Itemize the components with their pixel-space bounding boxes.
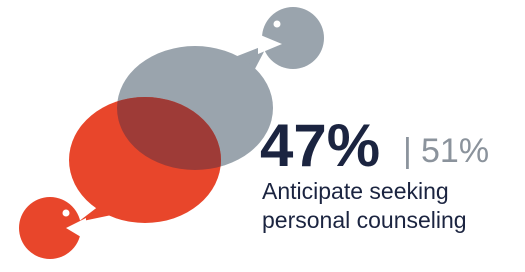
primary-stat: 47%: [260, 112, 380, 179]
separator: |: [403, 132, 412, 170]
secondary-stat: 51%: [421, 132, 489, 170]
caption-line: personal counseling: [262, 207, 467, 233]
red-eye: [63, 210, 70, 217]
caption-line: Anticipate seeking: [262, 178, 449, 204]
red-speaker: [19, 97, 221, 259]
gray-eye: [274, 21, 281, 28]
gray-head: [262, 7, 324, 69]
infographic: 47% | 51% Anticipate seeking personal co…: [0, 0, 525, 272]
